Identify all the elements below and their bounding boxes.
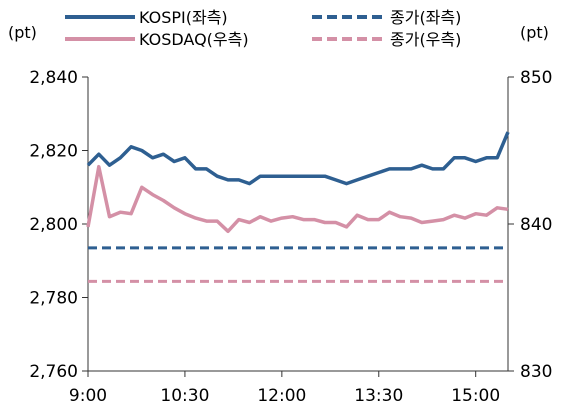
series-line-0 [86, 131, 510, 186]
series-line-1 [86, 164, 509, 234]
x-tick-label: 10:30 [160, 386, 209, 406]
left-axis-unit: (pt) [8, 23, 37, 42]
left-tick-label: 2,780 [29, 289, 78, 309]
legend-label-kospi: KOSPI(좌측) [139, 8, 228, 27]
left-tick-label: 2,800 [29, 215, 78, 235]
left-tick-label: 2,840 [29, 68, 78, 88]
series-layer [86, 131, 510, 283]
right-tick-label: 840 [520, 215, 552, 235]
x-tick-label: 12:00 [257, 386, 306, 406]
x-tick-label: 13:30 [354, 386, 403, 406]
legend-label-close-right: 종가(우측) [390, 30, 461, 49]
x-axis-ticks: 9:00 10:30 12:00 13:30 15:00 [69, 371, 500, 406]
right-tick-label: 850 [520, 68, 552, 88]
legend: KOSPI(좌측) KOSDAQ(우측) 종가(좌측) 종가(우측) [65, 8, 461, 49]
legend-label-kosdaq: KOSDAQ(우측) [139, 30, 249, 49]
right-axis-unit: (pt) [520, 23, 549, 42]
left-tick-label: 2,760 [29, 362, 78, 382]
right-axis-ticks: 830 840 850 [508, 68, 552, 382]
x-tick-label: 9:00 [69, 386, 107, 406]
left-axis-ticks: 2,760 2,780 2,800 2,820 2,840 [29, 68, 88, 382]
left-tick-label: 2,820 [29, 142, 78, 162]
x-tick-label: 15:00 [451, 386, 500, 406]
right-tick-label: 830 [520, 362, 552, 382]
legend-label-close-left: 종가(좌측) [390, 8, 461, 27]
